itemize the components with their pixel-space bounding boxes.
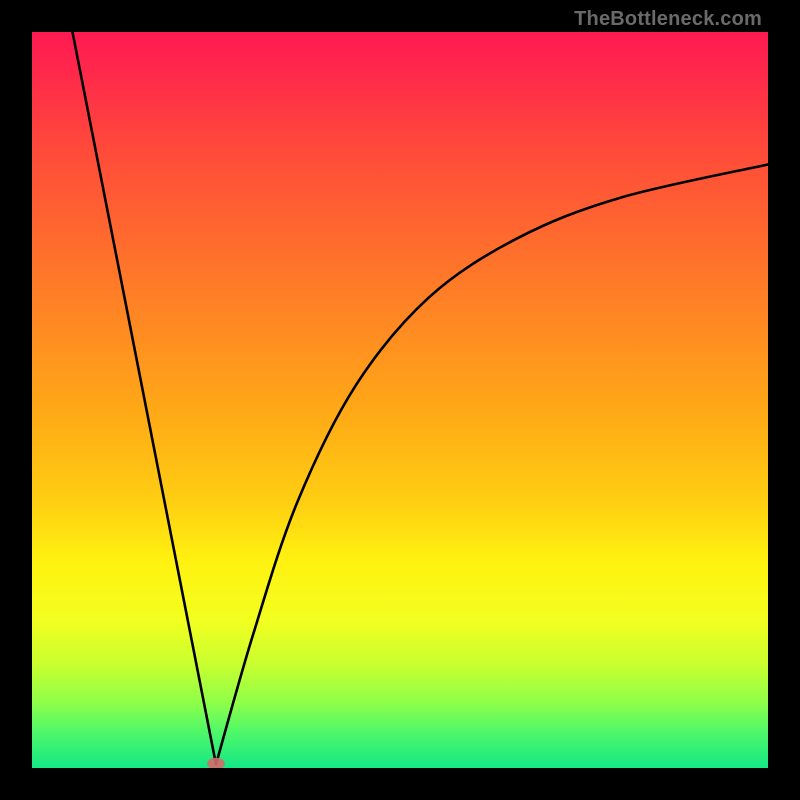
bottleneck-curve (72, 32, 768, 764)
plot-area (32, 32, 768, 768)
watermark-text: TheBottleneck.com (574, 8, 762, 31)
minimum-marker (207, 758, 225, 768)
chart-frame: TheBottleneck.com (0, 0, 800, 800)
curve-layer (32, 32, 768, 768)
